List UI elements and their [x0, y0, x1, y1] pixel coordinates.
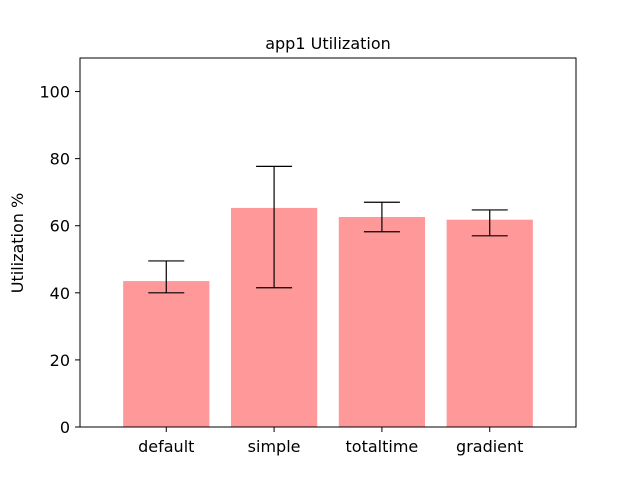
plot-area: default simple totaltime gradient 0 20 40 60 80 1… [39, 57, 577, 456]
y-tick-label-40: 40 [50, 284, 70, 303]
plot-frame [79, 57, 577, 428]
chart-title: app1 Utilization [265, 34, 391, 53]
y-axis-label: Utilization % [8, 193, 27, 293]
y-tick-label-60: 60 [50, 217, 70, 236]
x-tick-label-gradient: gradient [456, 437, 523, 456]
bar-totaltime [338, 217, 426, 427]
y-tick-label-80: 80 [50, 150, 70, 169]
y-tick-label-20: 20 [50, 351, 70, 370]
bar-gradient [446, 219, 533, 427]
y-tick-label-0: 0 [60, 418, 70, 437]
bar-default [123, 281, 210, 427]
y-tick-label-100: 100 [39, 83, 70, 102]
x-tick-label-simple: simple [248, 437, 301, 456]
x-tick-label-totaltime: totaltime [346, 437, 419, 456]
x-tick-label-default: default [138, 437, 194, 456]
